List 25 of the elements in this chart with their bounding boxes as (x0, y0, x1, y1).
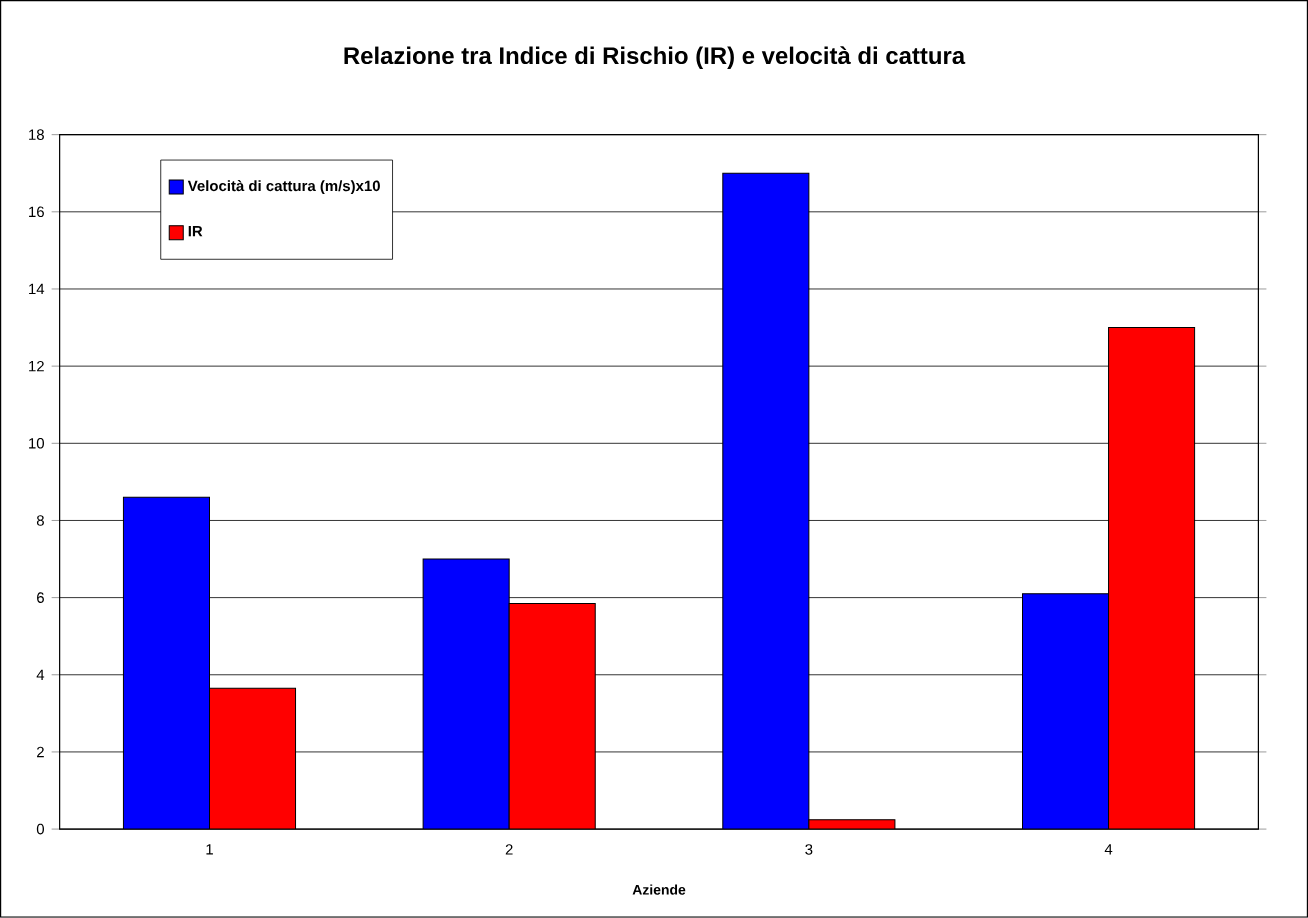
y-tick-label: 18 (29, 129, 44, 141)
x-tick-label: 4 (1104, 844, 1113, 855)
y-tick-label: 14 (29, 283, 45, 295)
chart-title: Relazione tra Indice di Rischio (IR) e velocità di cattura (344, 46, 966, 69)
bar (508, 603, 596, 830)
y-tick-label: 10 (29, 438, 44, 449)
y-tick-label: 4 (36, 669, 45, 681)
bar (422, 558, 510, 830)
x-tick-label: 2 (505, 844, 513, 855)
legend-label: Velocità di cattura (m/s)x10 (187, 180, 380, 195)
bar (122, 496, 210, 830)
y-tick-label: 0 (36, 823, 44, 835)
legend-label: IR (188, 226, 203, 237)
bar (1022, 593, 1110, 830)
bar (1108, 327, 1196, 830)
y-tick-label: 6 (37, 592, 44, 604)
x-axis-title: Aziende (632, 884, 686, 895)
y-tick-label: 2 (37, 746, 44, 758)
x-tick-label: 1 (206, 844, 213, 855)
y-tick-label: 16 (29, 206, 44, 218)
bar (722, 172, 810, 830)
y-tick-label: 8 (36, 515, 44, 526)
x-tick-label: 3 (805, 844, 813, 855)
bar (208, 687, 297, 830)
y-tick-label: 12 (29, 361, 44, 372)
